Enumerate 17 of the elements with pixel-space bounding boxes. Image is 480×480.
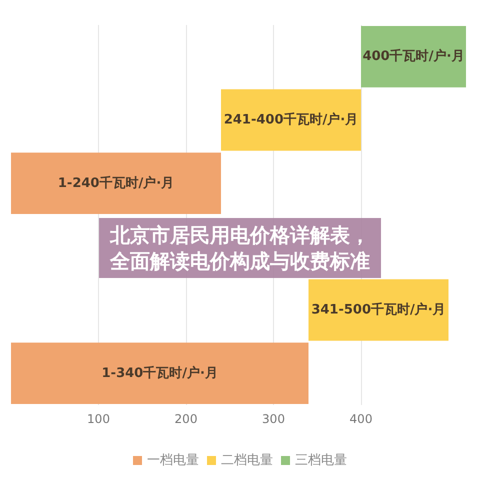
bar <box>221 89 361 151</box>
annotation: 1-340千瓦时/户·月 <box>102 364 218 381</box>
x-tick-label: 400 <box>350 412 372 426</box>
legend-label: 三档电量 <box>295 453 347 468</box>
bar <box>11 342 308 404</box>
annotation: 241-400千瓦时/户·月 <box>224 112 358 128</box>
bar <box>11 152 221 214</box>
text: 北京市居民用电价格详解表，全面解读电价构成与收费标准 <box>109 223 370 273</box>
x-tick-label: 200 <box>174 412 198 426</box>
annotation: 1-240千瓦时/户·月 <box>58 174 174 191</box>
x-tick-label: 100 <box>87 412 110 426</box>
x-tick-label: 300 <box>262 412 285 426</box>
legend-label: 一档电量 <box>147 453 199 468</box>
annotation: 400千瓦时/户·月 <box>362 48 464 64</box>
bar <box>361 26 466 88</box>
legend-label: 二档电量 <box>221 453 273 468</box>
annotation: 341-500千瓦时/户·月 <box>311 302 446 318</box>
